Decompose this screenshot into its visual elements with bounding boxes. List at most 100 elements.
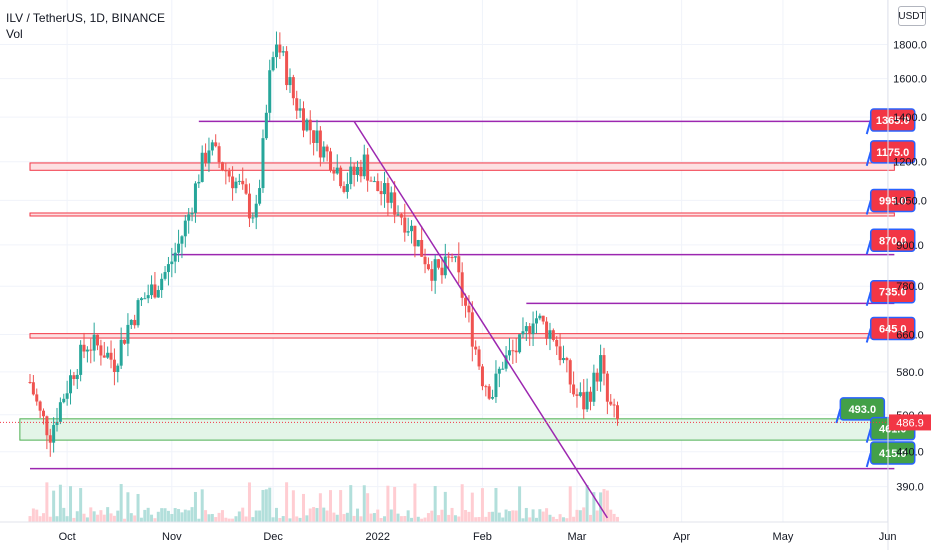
candle-body [244, 184, 248, 194]
volume-bar [214, 517, 218, 522]
candle-body [615, 405, 619, 420]
candle-body [386, 183, 390, 203]
volume-bar [150, 514, 154, 522]
candle-body [318, 130, 322, 158]
volume-bar [112, 515, 116, 522]
candle-body [329, 151, 333, 171]
candle-body [497, 368, 501, 374]
volume-bar [82, 513, 86, 522]
volume-bar [615, 516, 619, 522]
candle-body [55, 421, 59, 426]
volume-bar [241, 507, 245, 522]
candle-body [443, 256, 447, 276]
label-box [869, 228, 916, 253]
label-text: 493.0 [849, 404, 877, 416]
candle-body [406, 231, 410, 233]
volume-bar [369, 513, 373, 522]
volume-bar [514, 510, 518, 522]
candle-body [308, 119, 312, 131]
volume-bar [207, 514, 211, 522]
volume-bar [278, 517, 282, 522]
volume-bar [123, 518, 127, 522]
volume-bar [153, 518, 157, 522]
candle-body [82, 344, 86, 352]
volume-bar [318, 493, 322, 522]
candle-body [207, 150, 211, 164]
time-tick-label: Dec [263, 531, 283, 543]
price-tick-label: 1200.0 [893, 157, 927, 169]
volume-bar [291, 490, 295, 522]
volume-bar [42, 513, 46, 522]
candle-body [234, 181, 238, 189]
level-label: 995.0 [865, 188, 916, 215]
volume-bar [595, 510, 599, 522]
candle-body [62, 398, 66, 403]
volume-bar [190, 507, 194, 522]
candle-body [75, 374, 79, 380]
candle-body [356, 166, 360, 175]
level-label: 735.0 [865, 279, 916, 307]
currency-button[interactable]: USDT [898, 6, 926, 26]
candle-body [383, 183, 387, 195]
candle-body [450, 257, 454, 259]
candle-body [200, 152, 204, 182]
candle-body [447, 256, 451, 258]
volume-bar [204, 510, 208, 522]
volume-bar [450, 507, 454, 522]
volume-bar [193, 491, 197, 522]
volume-bar [274, 507, 278, 522]
volume-bar [464, 509, 468, 522]
label-text: 870.0 [879, 235, 907, 247]
candle-body [403, 217, 407, 233]
candle-body [146, 295, 150, 299]
volume-bar [301, 493, 305, 522]
candle-body [214, 142, 218, 147]
trendline[interactable] [353, 120, 609, 519]
candle-body [457, 256, 461, 273]
candle-body [376, 181, 380, 192]
candle-body [241, 180, 245, 185]
volume-bar [173, 508, 177, 522]
volume-bar [352, 515, 356, 522]
volume-bar [592, 492, 596, 522]
volume-bar [376, 509, 380, 522]
candle-body [332, 170, 336, 174]
candle-body [35, 394, 39, 402]
volume-bar [136, 493, 140, 522]
candle-body [379, 191, 383, 195]
candle-body [582, 392, 586, 410]
candle-body [494, 373, 498, 398]
volume-bar [62, 507, 66, 522]
volume-bar [281, 516, 285, 522]
candle-body [163, 272, 167, 279]
symbol-title: ILV / TetherUS, 1D, BINANCE [6, 11, 165, 25]
candle-body [285, 51, 289, 86]
candle-body [38, 401, 42, 411]
candle-body [322, 146, 326, 158]
candle-body [440, 267, 444, 276]
candle-body [89, 349, 93, 351]
candle-body [197, 181, 201, 184]
volume-bar [528, 517, 532, 522]
price-tick-label: 780.0 [896, 281, 924, 293]
volume-bar [58, 484, 62, 522]
price-tick-label: 1800.0 [893, 40, 927, 52]
volume-bar [457, 516, 461, 522]
volume-bar [420, 518, 424, 522]
level-band [19, 418, 895, 441]
volume-bar [538, 509, 542, 522]
volume-label: Vol [6, 27, 23, 41]
candle-body [531, 323, 535, 335]
volume-bar [430, 510, 434, 522]
candle-body [247, 193, 251, 219]
candle-body [359, 166, 363, 177]
price-tick-label: 1050.0 [893, 195, 927, 207]
candle-body [288, 77, 292, 86]
candle-body [133, 319, 137, 326]
candle-body [464, 297, 468, 306]
candle-body [335, 167, 339, 174]
candle-body [237, 180, 241, 182]
candle-body [227, 171, 231, 177]
volume-bar [96, 514, 100, 522]
